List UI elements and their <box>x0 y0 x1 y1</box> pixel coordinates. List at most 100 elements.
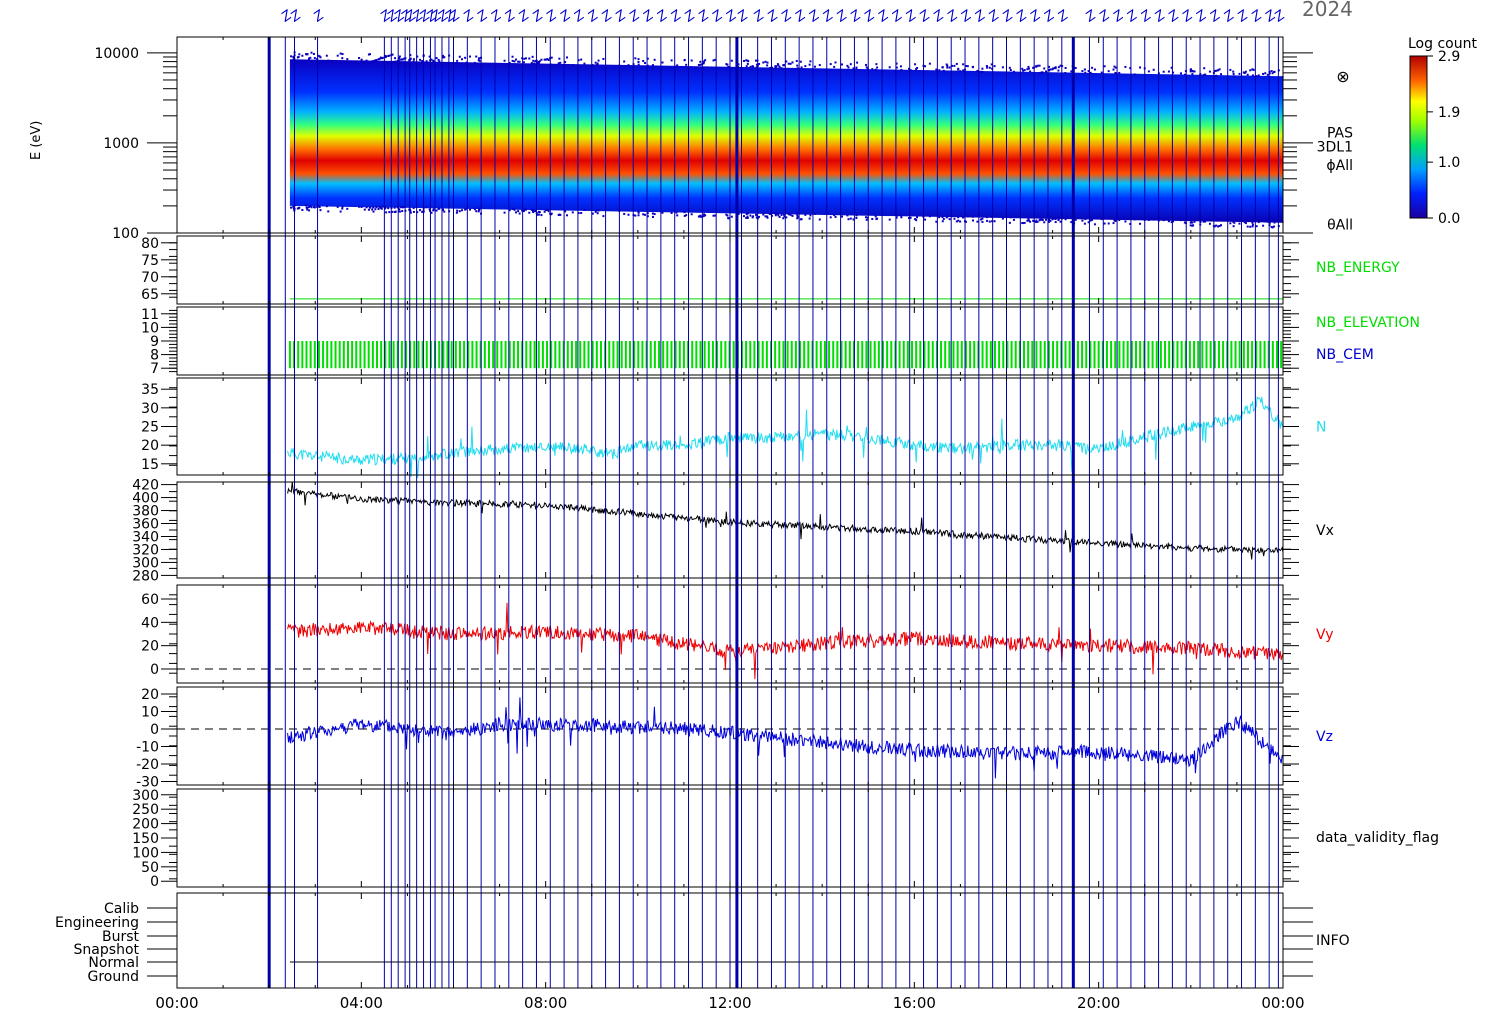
spectrogram-speckle <box>430 211 433 214</box>
spectrogram-speckle <box>591 212 594 215</box>
spectrogram-speckle <box>409 211 412 214</box>
spectrogram-speckle <box>1268 221 1271 224</box>
spectrogram-speckle <box>397 59 400 62</box>
colorbar-title: Log count <box>1408 36 1477 52</box>
event-marker-tag: Z <box>734 7 752 26</box>
event-marker-tag: Z <box>1179 7 1197 26</box>
spectrogram-speckle <box>637 211 640 214</box>
spectrogram-speckle <box>1268 72 1271 75</box>
spectrogram-speckle <box>785 216 788 219</box>
ytick-label-density: 20 <box>141 438 159 454</box>
spectrogram-speckle <box>985 65 988 68</box>
spectrogram-speckle <box>938 69 941 72</box>
spectrogram-speckle <box>1074 67 1077 70</box>
spectrogram-speckle <box>800 218 803 221</box>
spectrogram-speckle <box>714 58 717 61</box>
spectrogram-speckle <box>651 215 654 218</box>
event-marker-tag: Z <box>668 7 686 26</box>
spectrogram-speckle <box>1183 221 1186 224</box>
event-marker-tag: Z <box>1165 7 1183 26</box>
ytick-label-nb_energy: 75 <box>141 253 159 269</box>
spectrogram-speckle <box>381 205 384 208</box>
spectrogram-speckle <box>746 216 749 219</box>
spectrogram-speckle <box>951 215 954 218</box>
spectrogram-speckle <box>643 62 646 65</box>
ytick-label-validity: 250 <box>132 802 159 818</box>
spectrogram-speckle <box>1008 66 1011 69</box>
spectrogram-speckle <box>1091 66 1094 69</box>
info-label: INFO <box>1316 933 1350 949</box>
spectrogram-speckle <box>670 211 673 214</box>
spectrogram-speckle <box>393 206 396 209</box>
event-marker-tag: Z <box>764 7 782 26</box>
spectrogram-speckle <box>358 205 361 208</box>
spectrogram-speckle <box>1008 221 1011 224</box>
spectrogram-speckle <box>787 62 790 65</box>
spectrogram-speckle <box>443 210 446 213</box>
spectrogram-speckle <box>1074 218 1077 221</box>
spectrogram-speckle <box>403 205 406 208</box>
spectrogram-speckle <box>1139 222 1142 225</box>
spectrogram-speckle <box>928 215 931 218</box>
spectrogram-speckle <box>849 63 852 66</box>
spectrogram-speckle <box>537 210 540 213</box>
spectrogram-speckle <box>746 62 749 65</box>
spectrogram-speckle <box>900 69 903 72</box>
spectrogram-speckle <box>962 69 965 72</box>
spectrogram-speckle <box>874 215 877 218</box>
spectrogram-speckle <box>754 59 757 62</box>
spectrogram-speckle <box>518 60 521 63</box>
spectrogram-speckle <box>371 208 374 211</box>
spectrogram-speckle <box>727 66 730 69</box>
spectrogram-speckle <box>1039 218 1042 221</box>
spectrogram-speckle <box>1045 218 1048 221</box>
spectrogram-speckle <box>834 61 837 64</box>
spectrogram-speckle <box>1084 218 1087 221</box>
spectrogram-speckle <box>1034 65 1037 68</box>
spectrogram-speckle <box>637 214 640 217</box>
spectrogram-speckle <box>301 54 304 57</box>
spectrogram-speckle <box>528 57 531 60</box>
event-marker-tag: Z <box>1248 7 1266 26</box>
spectrogram-speckle <box>458 55 461 58</box>
spectrogram-speckle <box>685 63 688 66</box>
spectrogram-speckle <box>478 208 481 211</box>
spectrogram-speckle <box>465 61 468 64</box>
spectrogram-speckle <box>438 207 441 210</box>
spectrogram-speckle <box>384 206 387 209</box>
event-marker-tag: Z <box>1207 7 1225 26</box>
spectrogram-speckle <box>1124 65 1127 68</box>
spectrogram-speckle <box>726 214 729 217</box>
spectrogram-speckle <box>768 213 771 216</box>
spectrogram-speckle <box>1029 70 1032 73</box>
spectrogram-speckle <box>623 60 626 63</box>
spectrogram-speckle <box>594 210 597 213</box>
spectrogram-speckle <box>782 213 785 216</box>
event-marker-tag: Z <box>709 7 727 26</box>
spectrogram-speckle <box>991 67 994 70</box>
event-marker-tag: Z <box>488 7 506 26</box>
ytick-label-spectrogram: 1000 <box>103 136 139 152</box>
spectrogram-speckle <box>336 54 339 57</box>
spectrogram-speckle <box>524 57 527 60</box>
spectrogram-speckle <box>543 58 546 61</box>
ytick-label-validity: 300 <box>132 788 159 804</box>
ytick-label-density: 15 <box>141 457 159 473</box>
spectrogram-speckle <box>443 56 446 59</box>
spectrogram-speckle <box>478 57 481 60</box>
spectrogram-speckle <box>675 65 678 68</box>
spectrogram-speckle <box>394 211 397 214</box>
spectrogram-speckle <box>384 54 387 57</box>
spectrogram-speckle <box>796 216 799 219</box>
spectrogram-speckle <box>874 68 877 71</box>
info-level-label: Calib <box>104 901 139 917</box>
spectrogram-speckle <box>809 60 812 63</box>
spectrogram-speckle <box>1191 221 1194 224</box>
spectrogram-speckle <box>528 211 531 214</box>
spectrogram-speckle <box>469 208 472 211</box>
spectrogram-speckle <box>1093 68 1096 71</box>
spectrogram-speckle <box>1264 72 1267 75</box>
ytick-label-vz: -20 <box>136 757 159 773</box>
vx-label: Vx <box>1316 523 1334 539</box>
spectrogram-speckle <box>297 207 300 210</box>
